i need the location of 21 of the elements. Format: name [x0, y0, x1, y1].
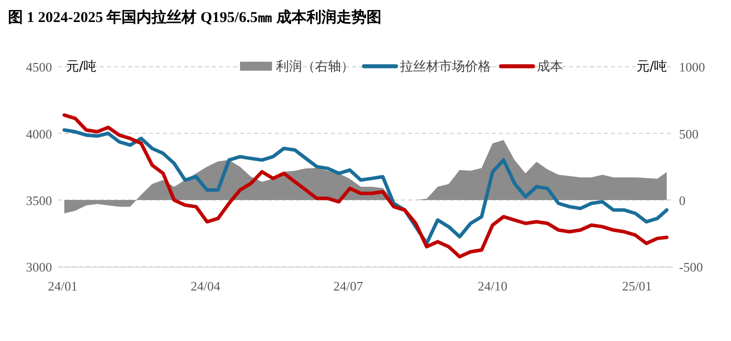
line-series [62, 113, 668, 258]
y-tick-label: 4500 [26, 60, 52, 75]
x-tick-label: 24/04 [190, 278, 221, 294]
y2-tick-label: 0 [679, 193, 686, 208]
y2-tick-label: 500 [679, 126, 698, 142]
y2-tick-label: 1000 [679, 60, 705, 75]
y-axis-title: 元/吨 [66, 60, 96, 75]
y2-tick-label: -500 [679, 260, 703, 275]
x-tick-label: 24/07 [333, 278, 364, 294]
legend-label: 成本 [537, 60, 563, 75]
y-tick-label: 3000 [26, 260, 52, 275]
line-series [62, 128, 668, 246]
legend-label: 利润（右轴） [276, 60, 354, 75]
y2-axis-title: 元/吨 [636, 60, 667, 75]
x-tick-label: 24/10 [478, 278, 508, 294]
y-tick-label: 4000 [26, 126, 52, 142]
x-tick-label: 25/01 [622, 278, 652, 294]
y-tick-label: 3500 [26, 193, 52, 208]
x-tick-label: 24/01 [48, 278, 78, 294]
legend-label: 拉丝材市场价格 [400, 60, 491, 75]
chart-title: 图 1 2024-2025 年国内拉丝材 Q195/6.5㎜ 成本利润走势图 [8, 8, 382, 26]
